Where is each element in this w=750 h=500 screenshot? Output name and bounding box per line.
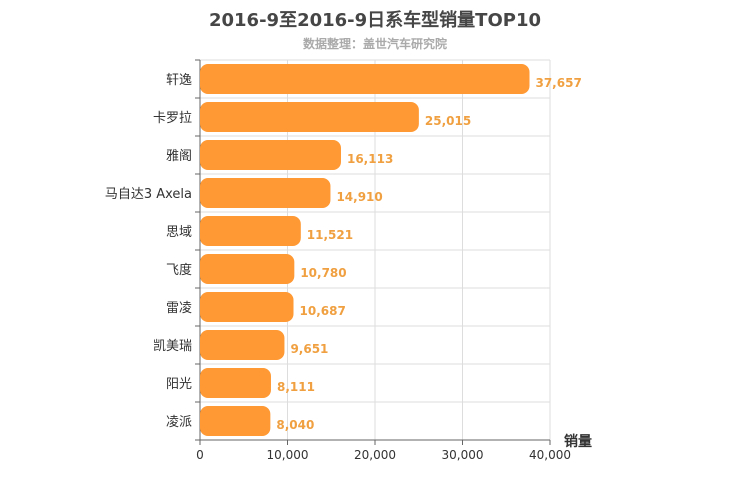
- category-label: 卡罗拉: [153, 111, 192, 126]
- x-tick-label: 10,000: [267, 448, 309, 462]
- x-tick-label: 20,000: [354, 448, 396, 462]
- bar[interactable]: [200, 140, 341, 170]
- x-tick-label: 30,000: [442, 448, 484, 462]
- category-label: 阳光: [166, 377, 192, 392]
- category-label: 轩逸: [166, 73, 192, 88]
- value-label: 14,910: [336, 190, 382, 204]
- bar[interactable]: [200, 292, 294, 322]
- bar[interactable]: [200, 216, 301, 246]
- x-tick-label: 40,000: [529, 448, 571, 462]
- chart-title: 2016-9至2016-9日系车型销量TOP10: [208, 10, 541, 31]
- value-label: 8,111: [277, 380, 315, 394]
- bar[interactable]: [200, 102, 419, 132]
- value-label: 25,015: [425, 114, 471, 128]
- value-label: 9,651: [290, 342, 328, 356]
- category-label: 雷凌: [166, 301, 192, 316]
- value-label: 8,040: [276, 418, 314, 432]
- bar[interactable]: [200, 64, 530, 94]
- value-label: 11,521: [307, 228, 353, 242]
- category-label: 马自达3 Axela: [105, 187, 192, 202]
- category-label: 凯美瑞: [153, 339, 192, 354]
- category-label: 凌派: [166, 415, 192, 430]
- bar[interactable]: [200, 406, 271, 436]
- x-axis-title: 销量: [564, 433, 592, 450]
- category-label: 雅阁: [166, 149, 192, 164]
- value-label: 16,113: [347, 152, 393, 166]
- category-label: 飞度: [166, 262, 192, 278]
- bar[interactable]: [200, 254, 295, 284]
- value-label: 10,780: [300, 266, 346, 280]
- value-label: 37,657: [535, 76, 581, 90]
- value-label: 10,687: [300, 304, 346, 318]
- chart-subtitle: 数据整理：盖世汽车研究院: [302, 37, 447, 51]
- bar[interactable]: [200, 178, 331, 208]
- bar[interactable]: [200, 368, 271, 398]
- bar[interactable]: [200, 330, 285, 360]
- category-label: 思域: [166, 225, 192, 240]
- x-tick-label: 0: [196, 448, 204, 462]
